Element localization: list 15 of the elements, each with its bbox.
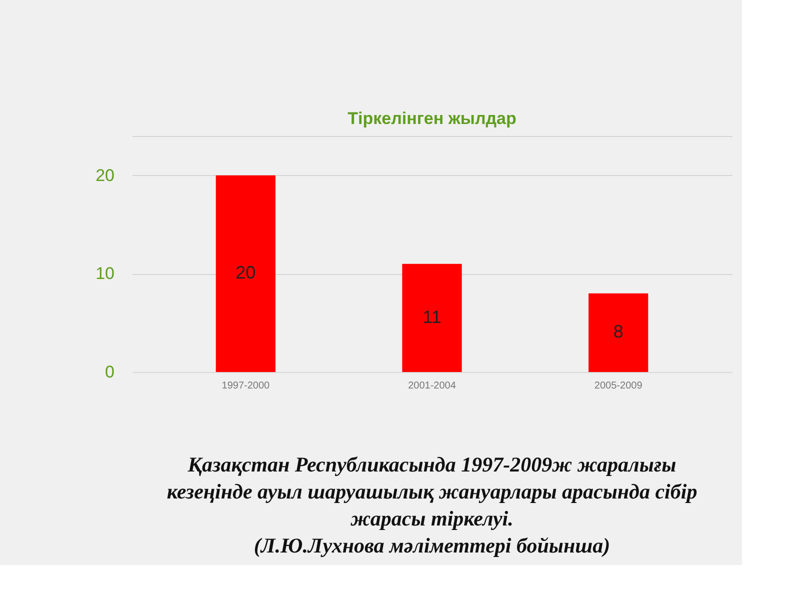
data-label: 20 [236, 262, 256, 283]
y-tick-label: 20 [96, 166, 114, 185]
bar [402, 264, 462, 372]
bar [216, 175, 276, 372]
bar [588, 293, 648, 372]
x-tick-label: 2005-2009 [594, 380, 643, 392]
data-label: 11 [422, 306, 442, 327]
x-tick-label: 2001-2004 [408, 380, 456, 392]
x-tick-label: 1997-2000 [222, 380, 270, 392]
data-label: 8 [613, 322, 624, 342]
text: Қазақстан Республикасында 1997-2009ж жаралығы кезеңінде ауыл шаруашылық жануарлары арасында сібір жарасы тіркелуі. [166, 452, 698, 530]
y-tick-label: 10 [96, 264, 114, 284]
y-tick-label: 0 [105, 362, 114, 382]
chart-title: Тіркелінген жылдар [348, 109, 516, 128]
text: (Л.Ю.Лухнова мәліметтері бойынша) [254, 534, 610, 558]
